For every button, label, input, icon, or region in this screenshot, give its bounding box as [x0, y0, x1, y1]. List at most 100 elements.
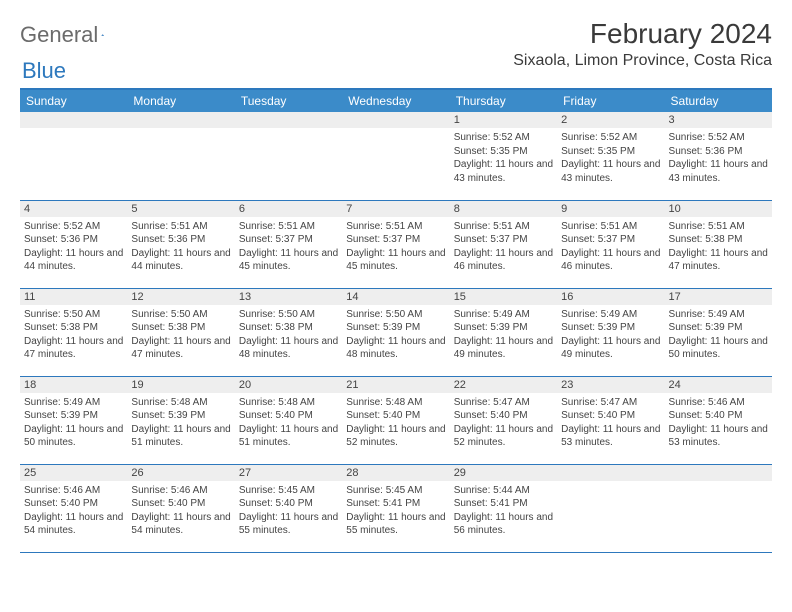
weekday-header: Thursday	[450, 90, 557, 112]
day-number: 28	[342, 465, 449, 481]
day-body: Sunrise: 5:50 AMSunset: 5:39 PMDaylight:…	[342, 305, 449, 364]
day-body: Sunrise: 5:48 AMSunset: 5:40 PMDaylight:…	[342, 393, 449, 452]
day-number: 15	[450, 289, 557, 305]
sunrise-text: Sunrise: 5:50 AM	[239, 308, 338, 322]
day-number: 13	[235, 289, 342, 305]
sunrise-text: Sunrise: 5:46 AM	[131, 484, 230, 498]
sunset-text: Sunset: 5:40 PM	[131, 497, 230, 511]
day-body: Sunrise: 5:51 AMSunset: 5:38 PMDaylight:…	[665, 217, 772, 276]
sunrise-text: Sunrise: 5:52 AM	[24, 220, 123, 234]
day-number: 14	[342, 289, 449, 305]
day-number: 11	[20, 289, 127, 305]
day-body: Sunrise: 5:48 AMSunset: 5:40 PMDaylight:…	[235, 393, 342, 452]
daylight-text: Daylight: 11 hours and 47 minutes.	[24, 335, 123, 362]
daylight-text: Daylight: 11 hours and 50 minutes.	[669, 335, 768, 362]
sunrise-text: Sunrise: 5:51 AM	[346, 220, 445, 234]
day-body: Sunrise: 5:50 AMSunset: 5:38 PMDaylight:…	[20, 305, 127, 364]
weekday-header: Saturday	[665, 90, 772, 112]
calendar-cell: 23Sunrise: 5:47 AMSunset: 5:40 PMDayligh…	[557, 376, 664, 464]
sunrise-text: Sunrise: 5:49 AM	[454, 308, 553, 322]
sunrise-text: Sunrise: 5:48 AM	[131, 396, 230, 410]
day-body: Sunrise: 5:47 AMSunset: 5:40 PMDaylight:…	[557, 393, 664, 452]
sunset-text: Sunset: 5:39 PM	[131, 409, 230, 423]
day-body: Sunrise: 5:49 AMSunset: 5:39 PMDaylight:…	[665, 305, 772, 364]
weekday-header: Monday	[127, 90, 234, 112]
day-body: Sunrise: 5:45 AMSunset: 5:40 PMDaylight:…	[235, 481, 342, 540]
calendar-cell	[235, 112, 342, 200]
calendar-cell: 9Sunrise: 5:51 AMSunset: 5:37 PMDaylight…	[557, 200, 664, 288]
day-number	[665, 465, 772, 481]
day-number: 23	[557, 377, 664, 393]
daylight-text: Daylight: 11 hours and 51 minutes.	[239, 423, 338, 450]
calendar-cell: 14Sunrise: 5:50 AMSunset: 5:39 PMDayligh…	[342, 288, 449, 376]
calendar-cell	[20, 112, 127, 200]
logo-sail-icon	[101, 26, 104, 44]
sunset-text: Sunset: 5:39 PM	[561, 321, 660, 335]
day-body: Sunrise: 5:52 AMSunset: 5:35 PMDaylight:…	[450, 128, 557, 187]
day-number: 21	[342, 377, 449, 393]
sunset-text: Sunset: 5:39 PM	[346, 321, 445, 335]
calendar-cell: 1Sunrise: 5:52 AMSunset: 5:35 PMDaylight…	[450, 112, 557, 200]
daylight-text: Daylight: 11 hours and 45 minutes.	[346, 247, 445, 274]
daylight-text: Daylight: 11 hours and 46 minutes.	[454, 247, 553, 274]
day-number: 18	[20, 377, 127, 393]
day-body: Sunrise: 5:52 AMSunset: 5:35 PMDaylight:…	[557, 128, 664, 187]
calendar-cell	[557, 464, 664, 552]
calendar-row: 25Sunrise: 5:46 AMSunset: 5:40 PMDayligh…	[20, 464, 772, 552]
day-body: Sunrise: 5:49 AMSunset: 5:39 PMDaylight:…	[557, 305, 664, 364]
month-title: February 2024	[513, 18, 772, 50]
calendar-cell: 7Sunrise: 5:51 AMSunset: 5:37 PMDaylight…	[342, 200, 449, 288]
day-number	[235, 112, 342, 128]
daylight-text: Daylight: 11 hours and 50 minutes.	[24, 423, 123, 450]
sunrise-text: Sunrise: 5:49 AM	[561, 308, 660, 322]
calendar-cell	[665, 464, 772, 552]
weekday-header-row: Sunday Monday Tuesday Wednesday Thursday…	[20, 90, 772, 112]
calendar-row: 1Sunrise: 5:52 AMSunset: 5:35 PMDaylight…	[20, 112, 772, 200]
day-body: Sunrise: 5:49 AMSunset: 5:39 PMDaylight:…	[450, 305, 557, 364]
sunset-text: Sunset: 5:37 PM	[346, 233, 445, 247]
sunset-text: Sunset: 5:40 PM	[239, 409, 338, 423]
sunrise-text: Sunrise: 5:52 AM	[454, 131, 553, 145]
day-number: 6	[235, 201, 342, 217]
calendar-cell: 11Sunrise: 5:50 AMSunset: 5:38 PMDayligh…	[20, 288, 127, 376]
sunrise-text: Sunrise: 5:51 AM	[669, 220, 768, 234]
day-number: 20	[235, 377, 342, 393]
day-body: Sunrise: 5:52 AMSunset: 5:36 PMDaylight:…	[665, 128, 772, 187]
weekday-header: Friday	[557, 90, 664, 112]
day-number: 10	[665, 201, 772, 217]
sunrise-text: Sunrise: 5:46 AM	[669, 396, 768, 410]
sunset-text: Sunset: 5:41 PM	[454, 497, 553, 511]
sunrise-text: Sunrise: 5:48 AM	[239, 396, 338, 410]
sunset-text: Sunset: 5:39 PM	[24, 409, 123, 423]
sunrise-text: Sunrise: 5:50 AM	[346, 308, 445, 322]
day-number: 9	[557, 201, 664, 217]
day-number: 1	[450, 112, 557, 128]
sunrise-text: Sunrise: 5:51 AM	[131, 220, 230, 234]
sunrise-text: Sunrise: 5:47 AM	[454, 396, 553, 410]
sunset-text: Sunset: 5:38 PM	[239, 321, 338, 335]
logo-word2: Blue	[22, 58, 66, 84]
calendar-cell: 16Sunrise: 5:49 AMSunset: 5:39 PMDayligh…	[557, 288, 664, 376]
daylight-text: Daylight: 11 hours and 47 minutes.	[669, 247, 768, 274]
calendar-cell: 8Sunrise: 5:51 AMSunset: 5:37 PMDaylight…	[450, 200, 557, 288]
day-number: 26	[127, 465, 234, 481]
day-number: 5	[127, 201, 234, 217]
daylight-text: Daylight: 11 hours and 55 minutes.	[239, 511, 338, 538]
daylight-text: Daylight: 11 hours and 53 minutes.	[669, 423, 768, 450]
calendar-cell: 3Sunrise: 5:52 AMSunset: 5:36 PMDaylight…	[665, 112, 772, 200]
calendar-cell: 26Sunrise: 5:46 AMSunset: 5:40 PMDayligh…	[127, 464, 234, 552]
daylight-text: Daylight: 11 hours and 54 minutes.	[24, 511, 123, 538]
sunset-text: Sunset: 5:40 PM	[239, 497, 338, 511]
calendar-cell: 29Sunrise: 5:44 AMSunset: 5:41 PMDayligh…	[450, 464, 557, 552]
sunrise-text: Sunrise: 5:51 AM	[454, 220, 553, 234]
sunrise-text: Sunrise: 5:48 AM	[346, 396, 445, 410]
sunset-text: Sunset: 5:40 PM	[561, 409, 660, 423]
day-number: 29	[450, 465, 557, 481]
day-body: Sunrise: 5:48 AMSunset: 5:39 PMDaylight:…	[127, 393, 234, 452]
calendar-cell: 13Sunrise: 5:50 AMSunset: 5:38 PMDayligh…	[235, 288, 342, 376]
day-body: Sunrise: 5:51 AMSunset: 5:37 PMDaylight:…	[450, 217, 557, 276]
day-number: 24	[665, 377, 772, 393]
daylight-text: Daylight: 11 hours and 43 minutes.	[669, 158, 768, 185]
calendar-cell: 22Sunrise: 5:47 AMSunset: 5:40 PMDayligh…	[450, 376, 557, 464]
sunset-text: Sunset: 5:39 PM	[454, 321, 553, 335]
